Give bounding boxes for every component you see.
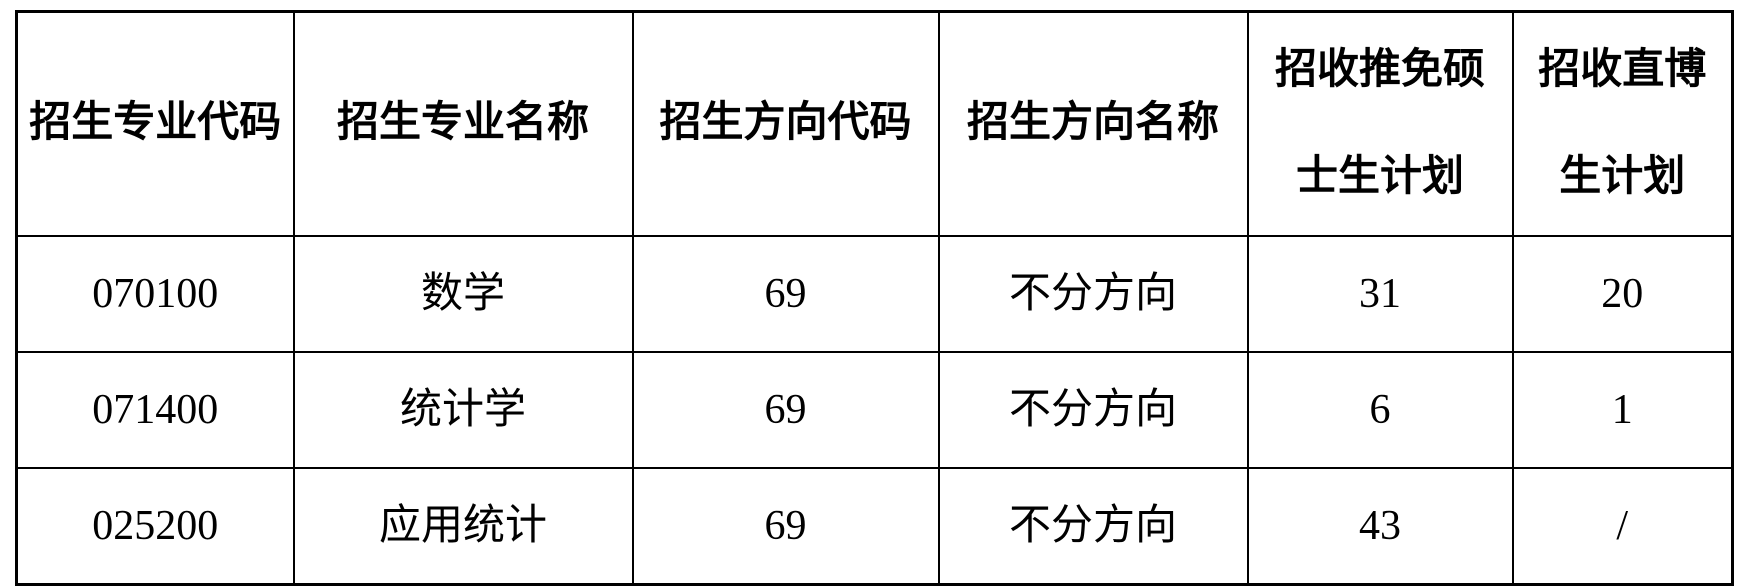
table-row-applied-statistics: 025200 应用统计 69 不分方向 43 /	[15, 467, 1734, 586]
cell-major-name: 数学	[292, 235, 634, 353]
header-label-major-code: 招生专业代码	[29, 100, 282, 147]
cell-direction-code: 69	[631, 235, 940, 353]
table-row-mathematics: 070100 数学 69 不分方向 31 20	[15, 235, 1734, 353]
header-cell-direction-name: 招生方向名称	[937, 10, 1249, 237]
cell-recommended-masters-plan: 43	[1246, 467, 1514, 586]
header-label-direct-phd-plan-line2: 生计划	[1559, 154, 1686, 200]
cell-direction-name: 不分方向	[937, 467, 1249, 586]
header-label-direction-name: 招生方向名称	[966, 100, 1219, 147]
header-label-major-name: 招生专业名称	[336, 100, 589, 147]
cell-direct-phd-plan: /	[1511, 467, 1734, 586]
cell-direct-phd-plan: 20	[1511, 235, 1734, 353]
cell-major-code: 025200	[15, 467, 295, 586]
cell-direction-code: 69	[631, 351, 940, 469]
cell-major-code: 071400	[15, 351, 295, 469]
header-label-direction-code: 招生方向代码	[659, 100, 912, 147]
cell-direct-phd-plan: 1	[1511, 351, 1734, 469]
cell-direction-name: 不分方向	[937, 351, 1249, 469]
cell-direction-name: 不分方向	[937, 235, 1249, 353]
admissions-plan-table: 招生专业代码 招生专业名称 招生方向代码 招生方向名称 招收推免硕 士生计划 招…	[15, 10, 1734, 586]
header-cell-major-code: 招生专业代码	[15, 10, 295, 237]
header-cell-direct-phd-plan: 招收直博 生计划	[1511, 10, 1734, 237]
header-cell-recommended-masters-plan: 招收推免硕 士生计划	[1246, 10, 1514, 237]
header-label-direct-phd-plan-line1: 招收直博	[1538, 46, 1707, 93]
table-header-row: 招生专业代码 招生专业名称 招生方向代码 招生方向名称 招收推免硕 士生计划 招…	[15, 10, 1734, 237]
header-label-recommended-masters-plan-line1: 招收推免硕	[1274, 46, 1485, 93]
cell-major-name: 统计学	[292, 351, 634, 469]
header-label-recommended-masters-plan-line2: 士生计划	[1295, 154, 1464, 200]
table-row-statistics: 071400 统计学 69 不分方向 6 1	[15, 351, 1734, 469]
cell-major-name: 应用统计	[292, 467, 634, 586]
cell-direction-code: 69	[631, 467, 940, 586]
cell-recommended-masters-plan: 31	[1246, 235, 1514, 353]
header-cell-major-name: 招生专业名称	[292, 10, 634, 237]
cell-recommended-masters-plan: 6	[1246, 351, 1514, 469]
cell-major-code: 070100	[15, 235, 295, 353]
header-cell-direction-code: 招生方向代码	[631, 10, 940, 237]
